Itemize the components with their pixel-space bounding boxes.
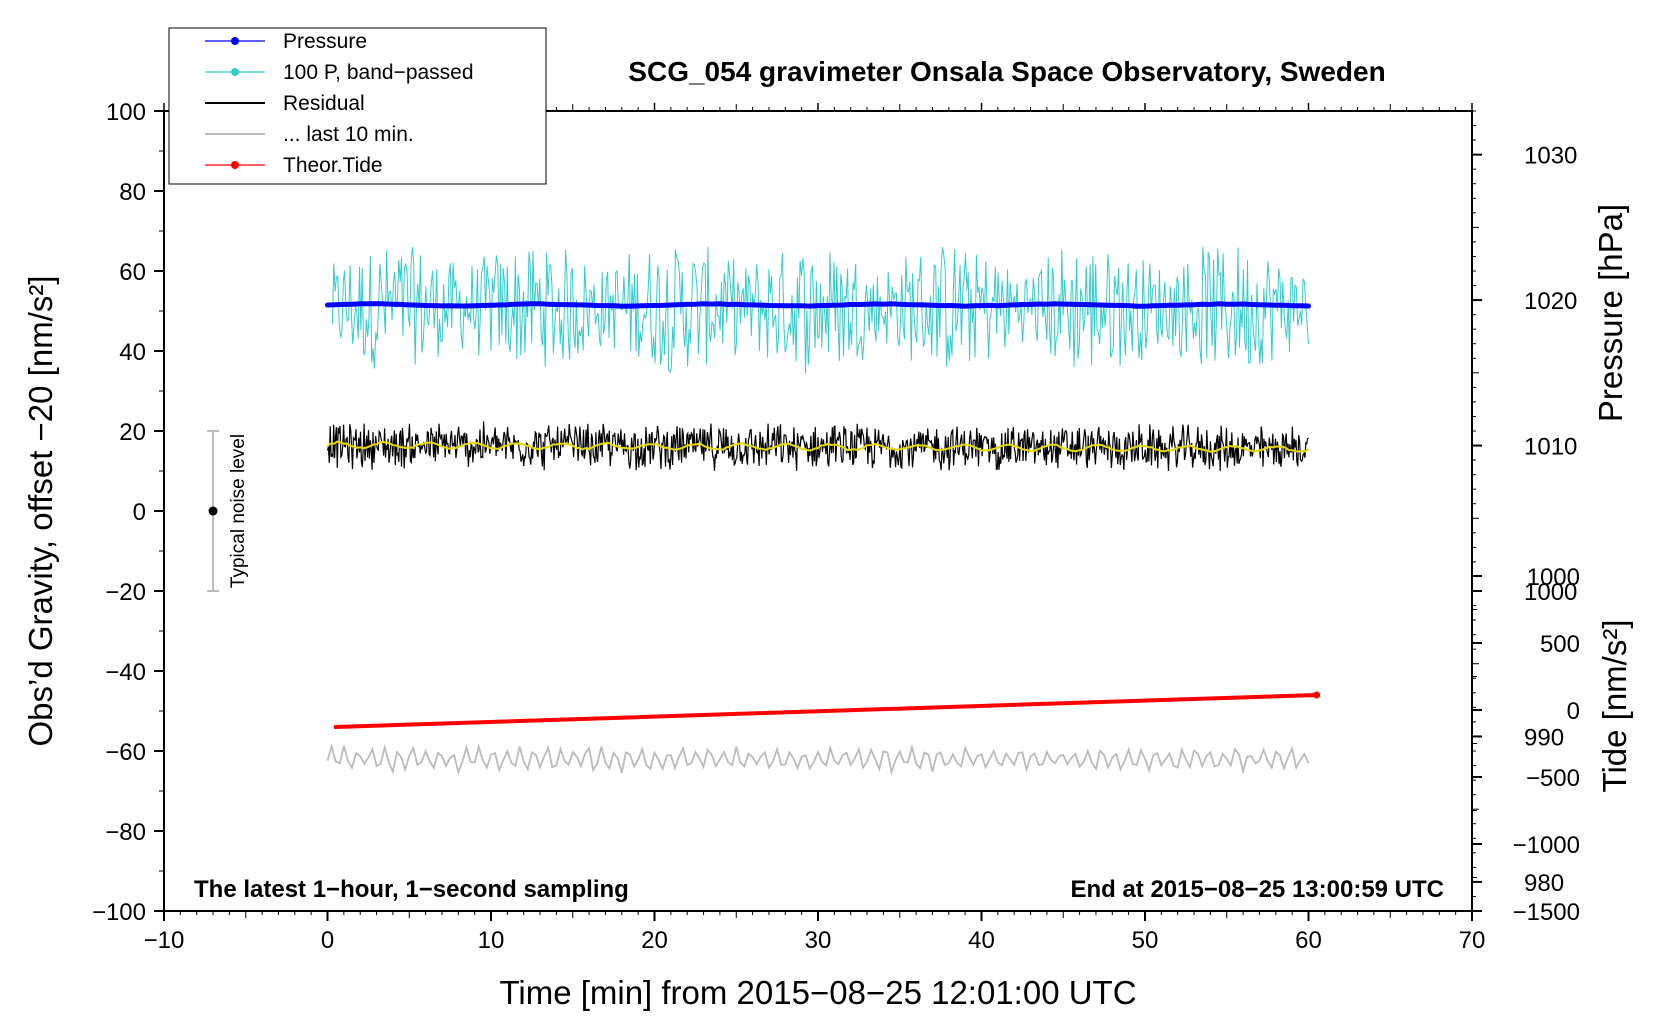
legend-entry-label: Pressure: [283, 30, 367, 53]
pressure-tick-label: 990: [1524, 724, 1564, 751]
y-tick-label: 80: [119, 179, 146, 206]
tide-tick-label: 1000: [1527, 564, 1580, 591]
y-tick-label: −60: [105, 739, 146, 766]
x-tick-label: 50: [1132, 927, 1159, 954]
legend-entry-label: Theor.Tide: [283, 154, 383, 177]
y-tick-label: 40: [119, 339, 146, 366]
series-residual-smoothed: [326, 440, 1310, 453]
x-tick-label: 10: [478, 927, 505, 954]
legend-box: [168, 27, 547, 185]
y-tick-label: 20: [119, 419, 146, 446]
pressure-tick-label: 1030: [1524, 143, 1577, 170]
y-tick-label: −20: [105, 579, 146, 606]
legend-swatch-marker: [231, 161, 239, 169]
y-tick-label: −40: [105, 659, 146, 686]
y-axis-title-left: Obs’d Gravity, offset −20 [nm/s²]: [22, 275, 59, 746]
annotation-sampling: The latest 1−hour, 1−second sampling: [194, 876, 629, 903]
y-tick-label: 100: [106, 99, 146, 126]
noise-level-indicator: Typical noise level: [207, 430, 249, 592]
pressure-tick-label: 980: [1524, 870, 1564, 897]
tide-tick-label: 0: [1567, 698, 1580, 725]
tide-tick-label: −500: [1526, 765, 1580, 792]
series-residual: [326, 421, 1309, 472]
series-layer: [325, 246, 1321, 776]
x-tick-label: 0: [321, 927, 334, 954]
y-tick-label: 0: [133, 499, 146, 526]
series-band-passed-pressure: [331, 246, 1309, 374]
x-tick-label: 40: [968, 927, 995, 954]
y-tick-label: −100: [92, 899, 146, 926]
series-theoretical-tide: [333, 693, 1319, 729]
noise-bar-label: Typical noise level: [228, 434, 249, 588]
tide-tick-label: 500: [1540, 631, 1580, 658]
y-tick-label: 60: [119, 259, 146, 286]
y-tick-label: −80: [105, 819, 146, 846]
legend-swatch-marker: [231, 37, 239, 45]
chart-title: SCG_054 gravimeter Onsala Space Observat…: [628, 56, 1385, 87]
x-tick-label: 30: [805, 927, 832, 954]
pressure-tick-label: 1010: [1524, 434, 1577, 461]
legend-entry-label: ... last 10 min.: [283, 123, 414, 146]
pressure-tick-label: 1000: [1524, 579, 1577, 606]
x-tick-label: 20: [641, 927, 668, 954]
tide-tick-label: −1500: [1513, 899, 1580, 926]
legend-entry-label: 100 P, band−passed: [283, 61, 474, 84]
x-tick-label: 60: [1295, 927, 1322, 954]
annotation-end-time: End at 2015−08−25 13:00:59 UTC: [1070, 876, 1444, 903]
series-theoretical-tide-end-marker: [1313, 691, 1321, 699]
legend-swatch-marker: [231, 68, 239, 76]
x-axis-title: Time [min] from 2015−08−25 12:01:00 UTC: [499, 974, 1136, 1011]
y-axis-title-tide: Tide [nm/s²]: [1596, 620, 1633, 793]
legend: Pressure 100 P, band−passed Residual ... la…: [168, 27, 547, 185]
axes: −10 0 10 20 30 40 50 60 70−100−80−60−40−20020406…: [92, 99, 1580, 954]
pressure-tick-label: 1020: [1524, 288, 1577, 315]
tide-tick-label: −1000: [1513, 832, 1580, 859]
x-tick-label: 70: [1459, 927, 1486, 954]
x-tick-label: −10: [144, 927, 185, 954]
plot-frame: [163, 110, 1473, 912]
series-pressure: [325, 301, 1311, 309]
series-last-10-min: [326, 743, 1310, 776]
noise-bar-center-dot: [208, 506, 218, 516]
legend-entry-label: Residual: [283, 92, 365, 115]
y-axis-title-pressure: Pressure [hPa]: [1592, 204, 1629, 422]
